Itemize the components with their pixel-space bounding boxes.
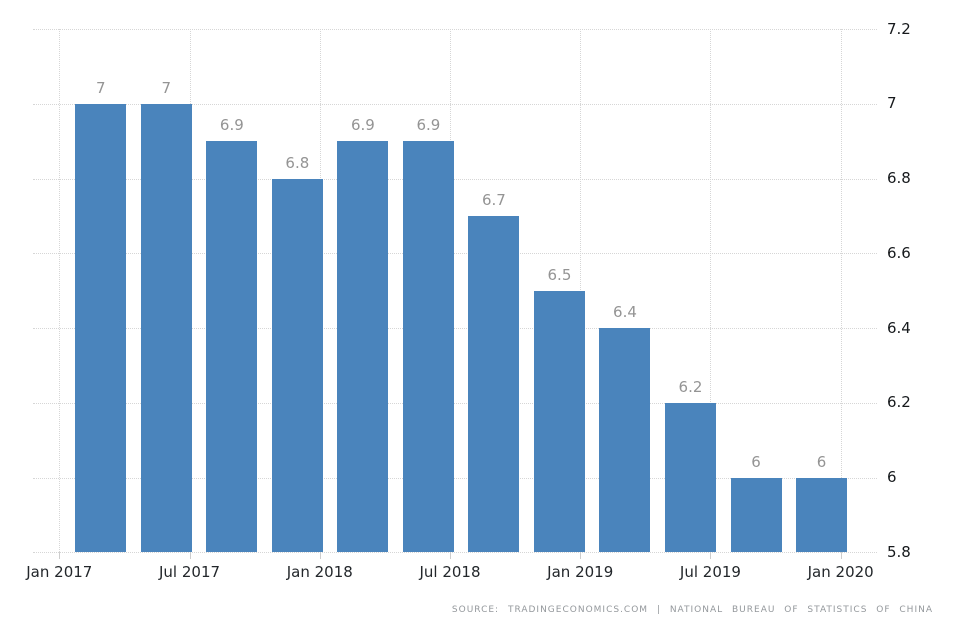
y-axis-tick-label: 7 xyxy=(887,94,897,113)
bar-q1-2019[interactable] xyxy=(599,328,651,553)
gridline-horizontal xyxy=(33,552,877,554)
x-axis-tick-label: Jul 2018 xyxy=(419,562,481,581)
gridline-horizontal xyxy=(33,29,877,30)
bar-value-label: 6.9 xyxy=(416,116,441,135)
x-axis-tick-label: Jul 2019 xyxy=(679,562,741,581)
x-axis-tick-label: Jul 2017 xyxy=(158,562,221,581)
bar-value-label: 7 xyxy=(96,78,106,97)
y-axis-tick-label: 6.2 xyxy=(887,393,911,412)
bar-q4-2018[interactable] xyxy=(533,290,585,553)
bar-value-label: 6.9 xyxy=(219,116,244,135)
x-axis-tick-label: Jan 2018 xyxy=(286,562,353,581)
x-axis-tick xyxy=(59,552,61,560)
y-axis-tick-label: 6.4 xyxy=(887,318,911,337)
source-attribution: SOURCE: TRADINGECONOMICS.COM | NATIONAL … xyxy=(451,605,933,615)
bar-q1-2017[interactable] xyxy=(75,103,127,553)
bar-value-label: 6.8 xyxy=(285,153,310,172)
bar-q3-2019[interactable] xyxy=(730,477,782,553)
bar-value-label: 6.4 xyxy=(613,303,637,322)
gridline-vertical xyxy=(840,29,842,553)
bar-value-label: 6.9 xyxy=(350,116,375,135)
x-axis-tick-label: Jan 2019 xyxy=(547,562,614,581)
bar-q1-2018[interactable] xyxy=(337,141,389,553)
y-axis-tick-label: 6.6 xyxy=(887,243,911,262)
x-axis-tick xyxy=(840,552,842,560)
bar-q2-2018[interactable] xyxy=(402,141,454,553)
bar-q4-2019[interactable] xyxy=(796,477,848,553)
gridline-horizontal xyxy=(33,402,877,404)
x-axis-tick xyxy=(449,552,451,560)
bar-q2-2017[interactable] xyxy=(140,103,192,553)
y-axis-tick-label: 6 xyxy=(887,468,897,487)
x-axis-tick-label: Jan 2020 xyxy=(807,562,874,581)
bar-value-label: 6 xyxy=(751,452,761,471)
gridline-horizontal xyxy=(33,103,877,105)
bar-value-label: 7 xyxy=(161,78,172,97)
x-axis-tick xyxy=(580,552,582,560)
bar-q3-2017[interactable] xyxy=(206,141,258,553)
bar-value-label: 6.5 xyxy=(547,265,572,284)
y-axis-tick-label: 6.8 xyxy=(887,169,911,187)
bar-q4-2017[interactable] xyxy=(271,178,323,553)
y-axis-tick-label: 5.8 xyxy=(887,542,911,561)
bar-value-label: 6 xyxy=(816,452,827,471)
gridline-horizontal xyxy=(33,253,877,255)
x-axis-tick-label: Jan 2017 xyxy=(26,562,93,581)
bar-value-label: 6.7 xyxy=(481,190,506,209)
bar-value-label: 6.2 xyxy=(678,377,703,396)
x-axis-tick xyxy=(319,552,321,560)
gridline-horizontal xyxy=(33,328,877,330)
gridline-vertical xyxy=(59,29,61,553)
bar-q2-2019[interactable] xyxy=(664,402,716,553)
x-axis-tick xyxy=(710,552,712,560)
gridline-horizontal xyxy=(33,477,877,479)
y-axis-tick-label: 7.2 xyxy=(887,19,911,38)
gridline-horizontal xyxy=(33,178,877,180)
bar-q3-2018[interactable] xyxy=(468,215,520,553)
gridline-vertical xyxy=(710,29,712,553)
x-axis-tick xyxy=(189,552,191,560)
